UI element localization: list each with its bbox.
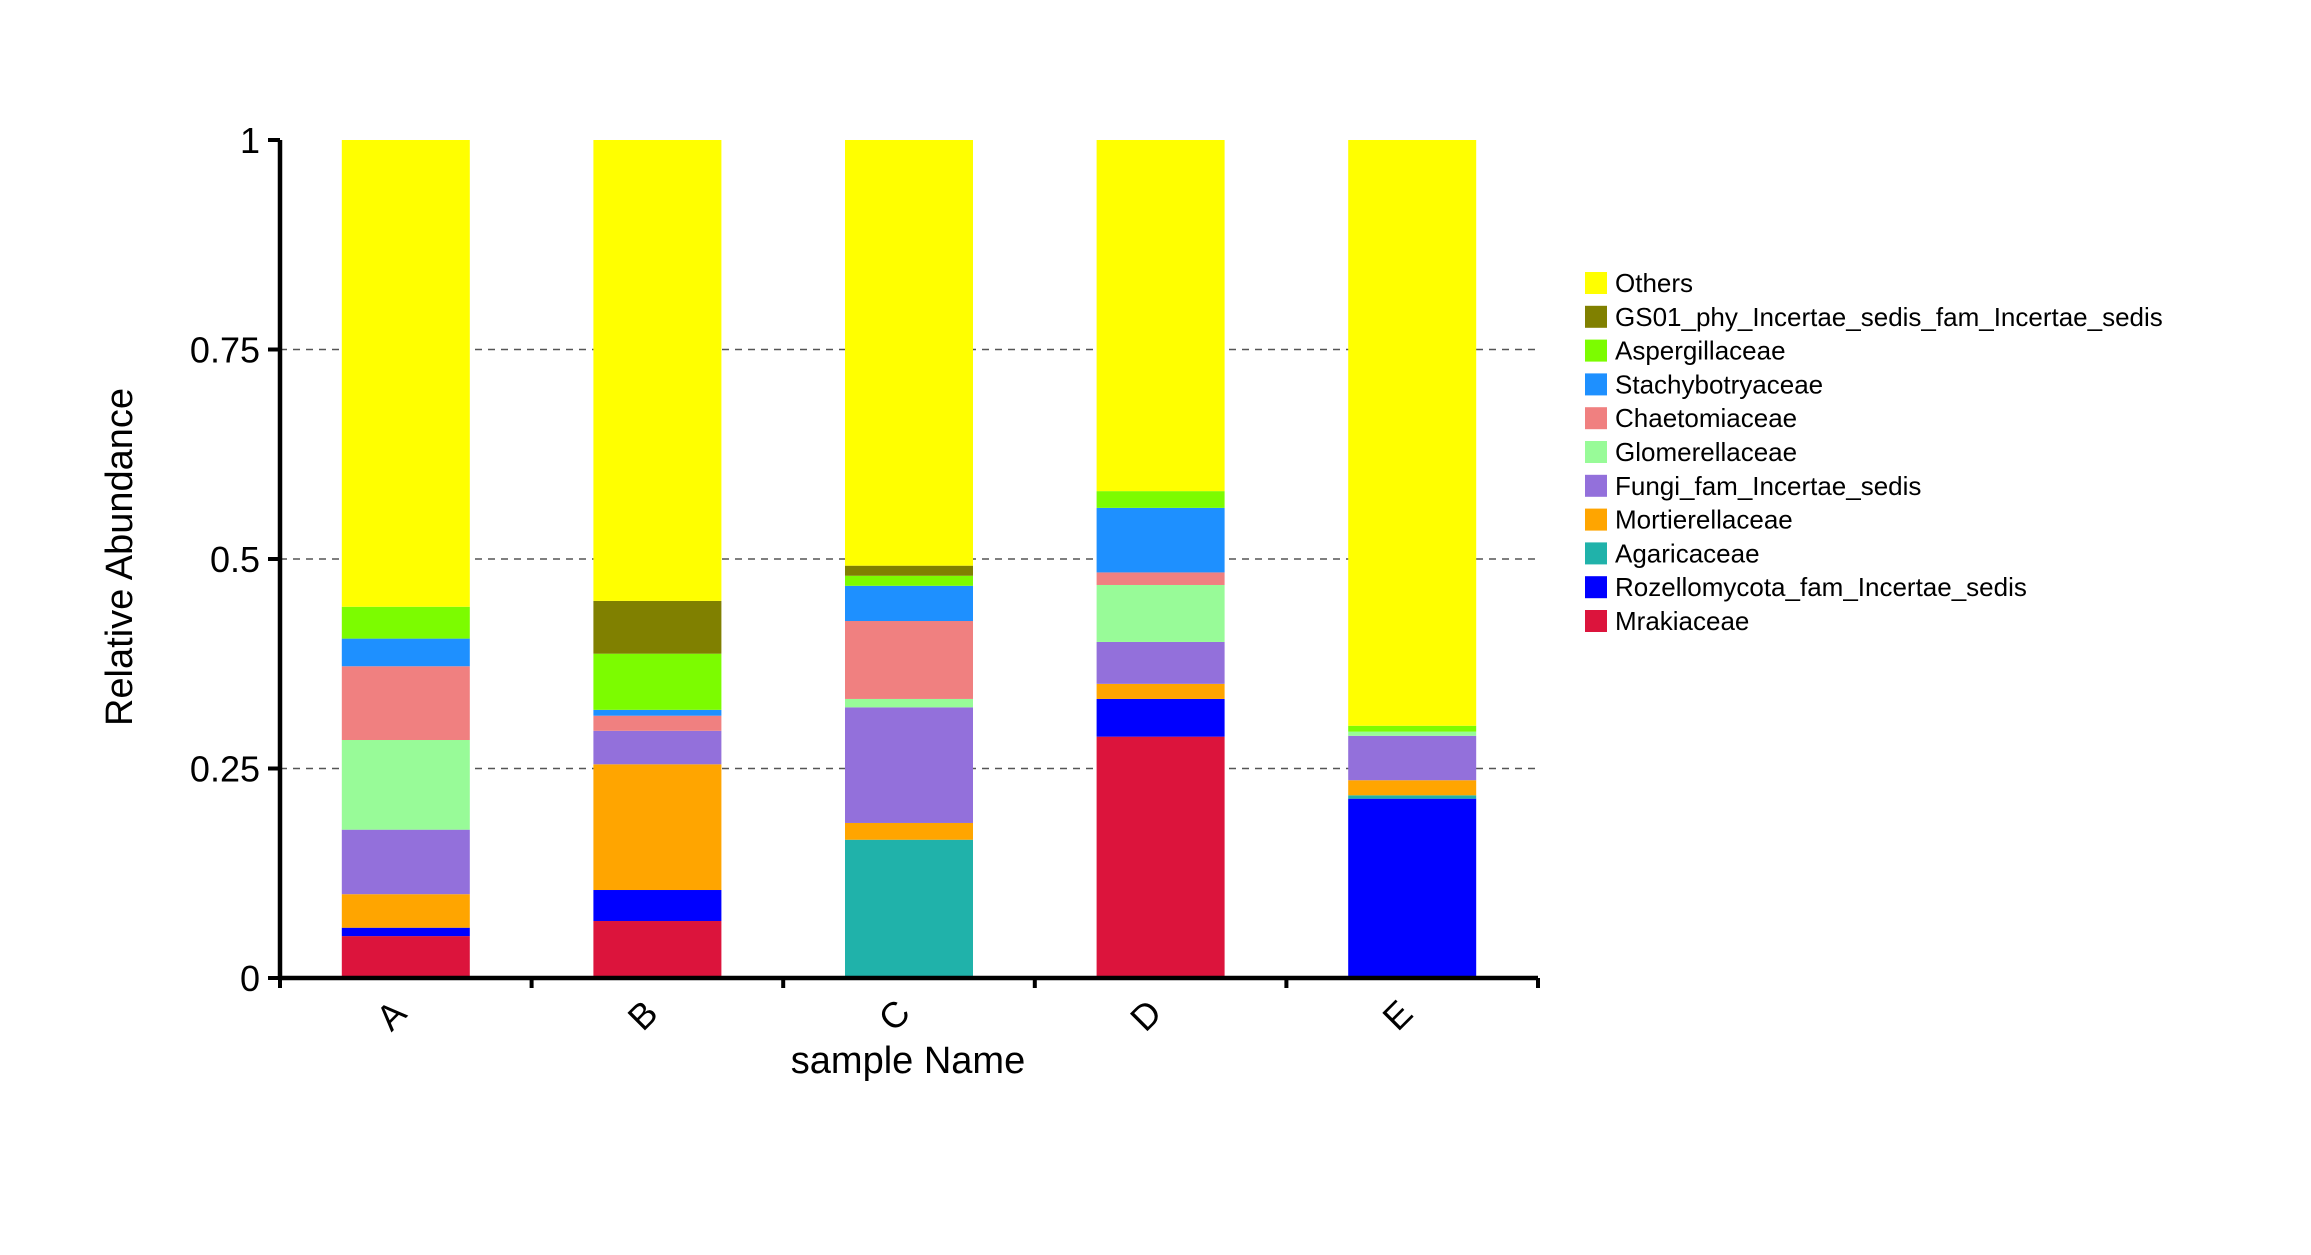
y-tick-label: 1 [240, 120, 260, 161]
legend-swatch [1585, 305, 1607, 328]
legend-label: Stachybotryaceae [1615, 369, 1823, 399]
bar-segment [1096, 683, 1225, 699]
bar-segment [1348, 798, 1477, 978]
bar-segment [341, 927, 470, 937]
bar-segment [845, 585, 973, 622]
legend-label: Aspergillaceae [1615, 336, 1786, 366]
legend-label: Others [1615, 268, 1693, 298]
bar-segment [341, 936, 470, 978]
bar-segment [341, 666, 470, 741]
bar-segment [1348, 735, 1477, 781]
bar-segment [593, 140, 722, 601]
x-tick-label: A [368, 992, 414, 1038]
x-tick-label: D [1122, 991, 1169, 1038]
y-tick-label: 0.5 [210, 539, 260, 580]
legend-swatch [1585, 441, 1607, 463]
legend-swatch [1585, 339, 1607, 362]
bar-segment [845, 707, 973, 823]
bar-segment [845, 698, 973, 708]
bar-segment [341, 638, 470, 667]
bar-segment [593, 921, 722, 978]
bar-segment [593, 890, 722, 922]
bar-segment [845, 140, 973, 566]
bar-segment [1096, 572, 1225, 585]
legend-swatch [1585, 542, 1607, 565]
bar-segment [341, 894, 470, 928]
axes: 0 0.25 0.5 0.75 1 A B C D E [190, 120, 1540, 1039]
legend-label: Mrakiaceae [1615, 606, 1749, 636]
bars [341, 140, 1477, 978]
legend-swatch [1585, 474, 1607, 497]
bar-segment [1096, 736, 1225, 978]
y-tick-label: 0 [240, 958, 260, 999]
bar-segment [1348, 731, 1477, 736]
legend-label: GS01_phy_Incertae_sedis_fam_Incertae_sed… [1615, 302, 2163, 332]
bar-segment [593, 730, 722, 765]
legend-label: Agaricaceae [1615, 538, 1760, 568]
x-tick-label: E [1374, 992, 1420, 1038]
bar-segment [1096, 140, 1225, 492]
bar-segment [1096, 698, 1225, 737]
legend-label: Glomerellaceae [1615, 437, 1797, 467]
bar-segment [341, 606, 470, 639]
legend-swatch [1585, 508, 1607, 531]
bar-segment [1348, 725, 1477, 732]
bar-segment [593, 715, 722, 731]
bar-segment [1096, 491, 1225, 508]
bar-segment [845, 822, 973, 840]
legend-label: Chaetomiaceae [1615, 403, 1797, 433]
legend-swatch [1585, 407, 1607, 430]
bar-segment [341, 740, 470, 830]
bar-segment [845, 839, 973, 978]
x-axis-title: sample Name [791, 1040, 1025, 1082]
bar-segment [341, 829, 470, 895]
bar-segment [1348, 795, 1477, 799]
bar-segment [341, 140, 470, 607]
x-tick-label: C [870, 991, 917, 1038]
bar-segment [845, 621, 973, 699]
bar-segment [1096, 641, 1225, 684]
y-tick-label: 0.75 [190, 330, 260, 371]
y-axis-title: Relative Abundance [99, 388, 141, 726]
bar-segment [1348, 780, 1477, 796]
legend-swatch [1585, 272, 1607, 294]
legend-swatch [1585, 576, 1607, 599]
bar-segment [845, 575, 973, 586]
bar-segment [1096, 584, 1225, 642]
legend-label: Rozellomycota_fam_Incertae_sedis [1615, 572, 2027, 602]
y-tick-label: 0.25 [190, 749, 260, 790]
legend-label: Fungi_fam_Incertae_sedis [1615, 471, 1921, 501]
bar-segment [593, 709, 722, 716]
legend: Others GS01_phy_Incertae_sedis_fam_Incert… [1585, 268, 2163, 636]
x-tick-label: B [620, 992, 666, 1038]
bar-segment [845, 565, 973, 576]
bar-segment [593, 600, 722, 654]
legend-swatch [1585, 373, 1607, 396]
bar-segment [593, 653, 722, 710]
bar-segment [1348, 140, 1477, 726]
legend-label: Mortierellaceae [1615, 505, 1793, 535]
bar-segment [593, 764, 722, 891]
bar-segment [1096, 507, 1225, 573]
legend-swatch [1585, 610, 1607, 632]
